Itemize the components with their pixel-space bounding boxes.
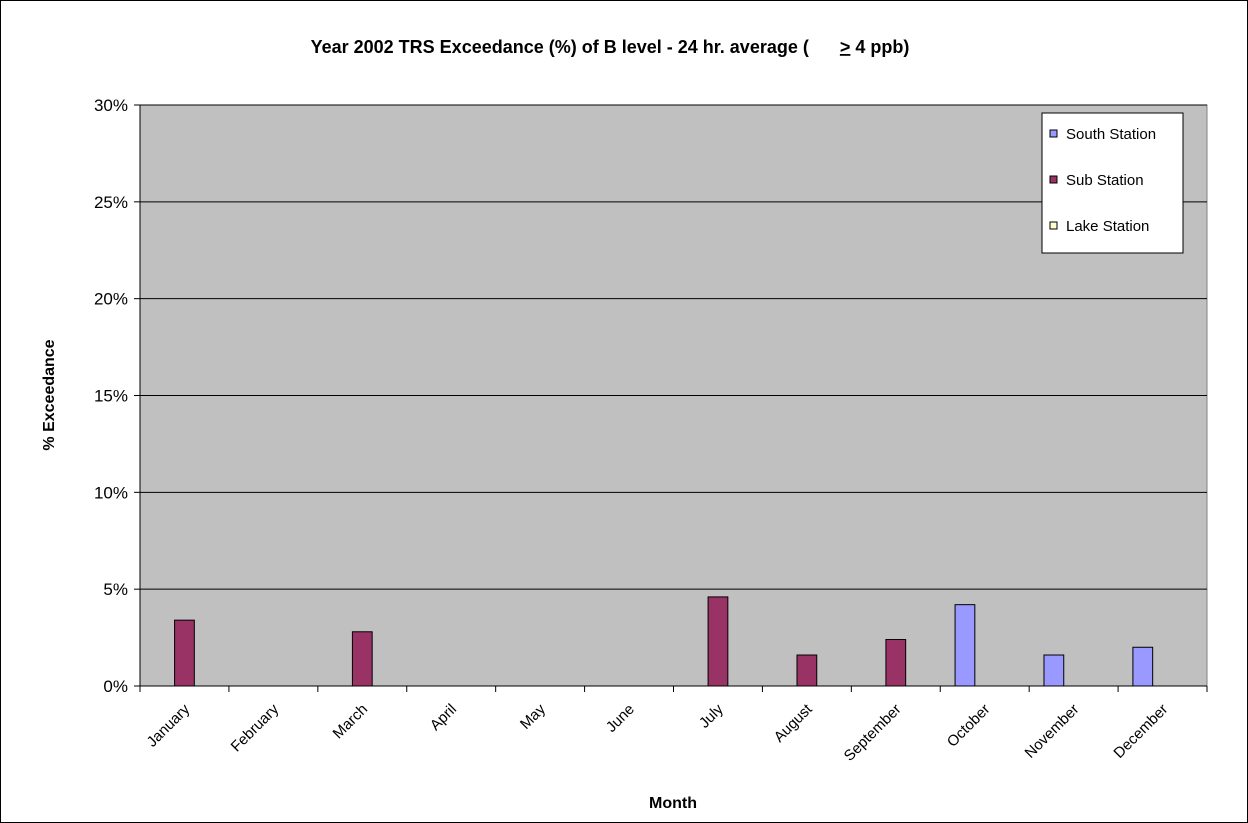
legend-label: South Station [1066, 126, 1156, 143]
chart-title: Year 2002 TRS Exceedance (%) of B level … [311, 37, 910, 57]
chart-title-main: Year 2002 TRS Exceedance (%) of B level … [311, 37, 809, 57]
legend-swatch [1049, 221, 1058, 230]
y-tick-label: 20% [94, 290, 128, 309]
bar [351, 631, 373, 687]
bar [1043, 654, 1065, 687]
bar [174, 619, 195, 687]
bars [174, 596, 1154, 687]
chart-title-suffix: 4 ppb) [855, 37, 909, 57]
bar [885, 639, 907, 687]
legend: South Station Sub Station Lake Station [1041, 112, 1184, 254]
y-axis-label: % Exceedance [41, 339, 58, 450]
y-axis-ticks: 0% 5% 10% 15% 20% 25% 30% [94, 96, 140, 696]
y-tick-label: 5% [103, 580, 128, 599]
legend-swatch [1049, 175, 1058, 184]
y-tick-label: 25% [94, 193, 128, 212]
x-axis-label: Month [649, 795, 697, 812]
bar [954, 604, 976, 687]
bar [796, 654, 818, 687]
y-tick-label: 0% [103, 677, 128, 696]
y-tick-label: 15% [94, 387, 128, 406]
gridlines [140, 104, 1207, 590]
y-tick-label: 30% [94, 96, 128, 115]
y-tick-label: 10% [94, 483, 128, 502]
legend-swatch [1049, 129, 1058, 138]
bar [1132, 646, 1154, 687]
chart-title-symbol: > [840, 37, 851, 57]
legend-label: Lake Station [1066, 218, 1149, 235]
bar [707, 596, 729, 687]
legend-label: Sub Station [1066, 172, 1144, 189]
legend-box [1041, 112, 1184, 254]
